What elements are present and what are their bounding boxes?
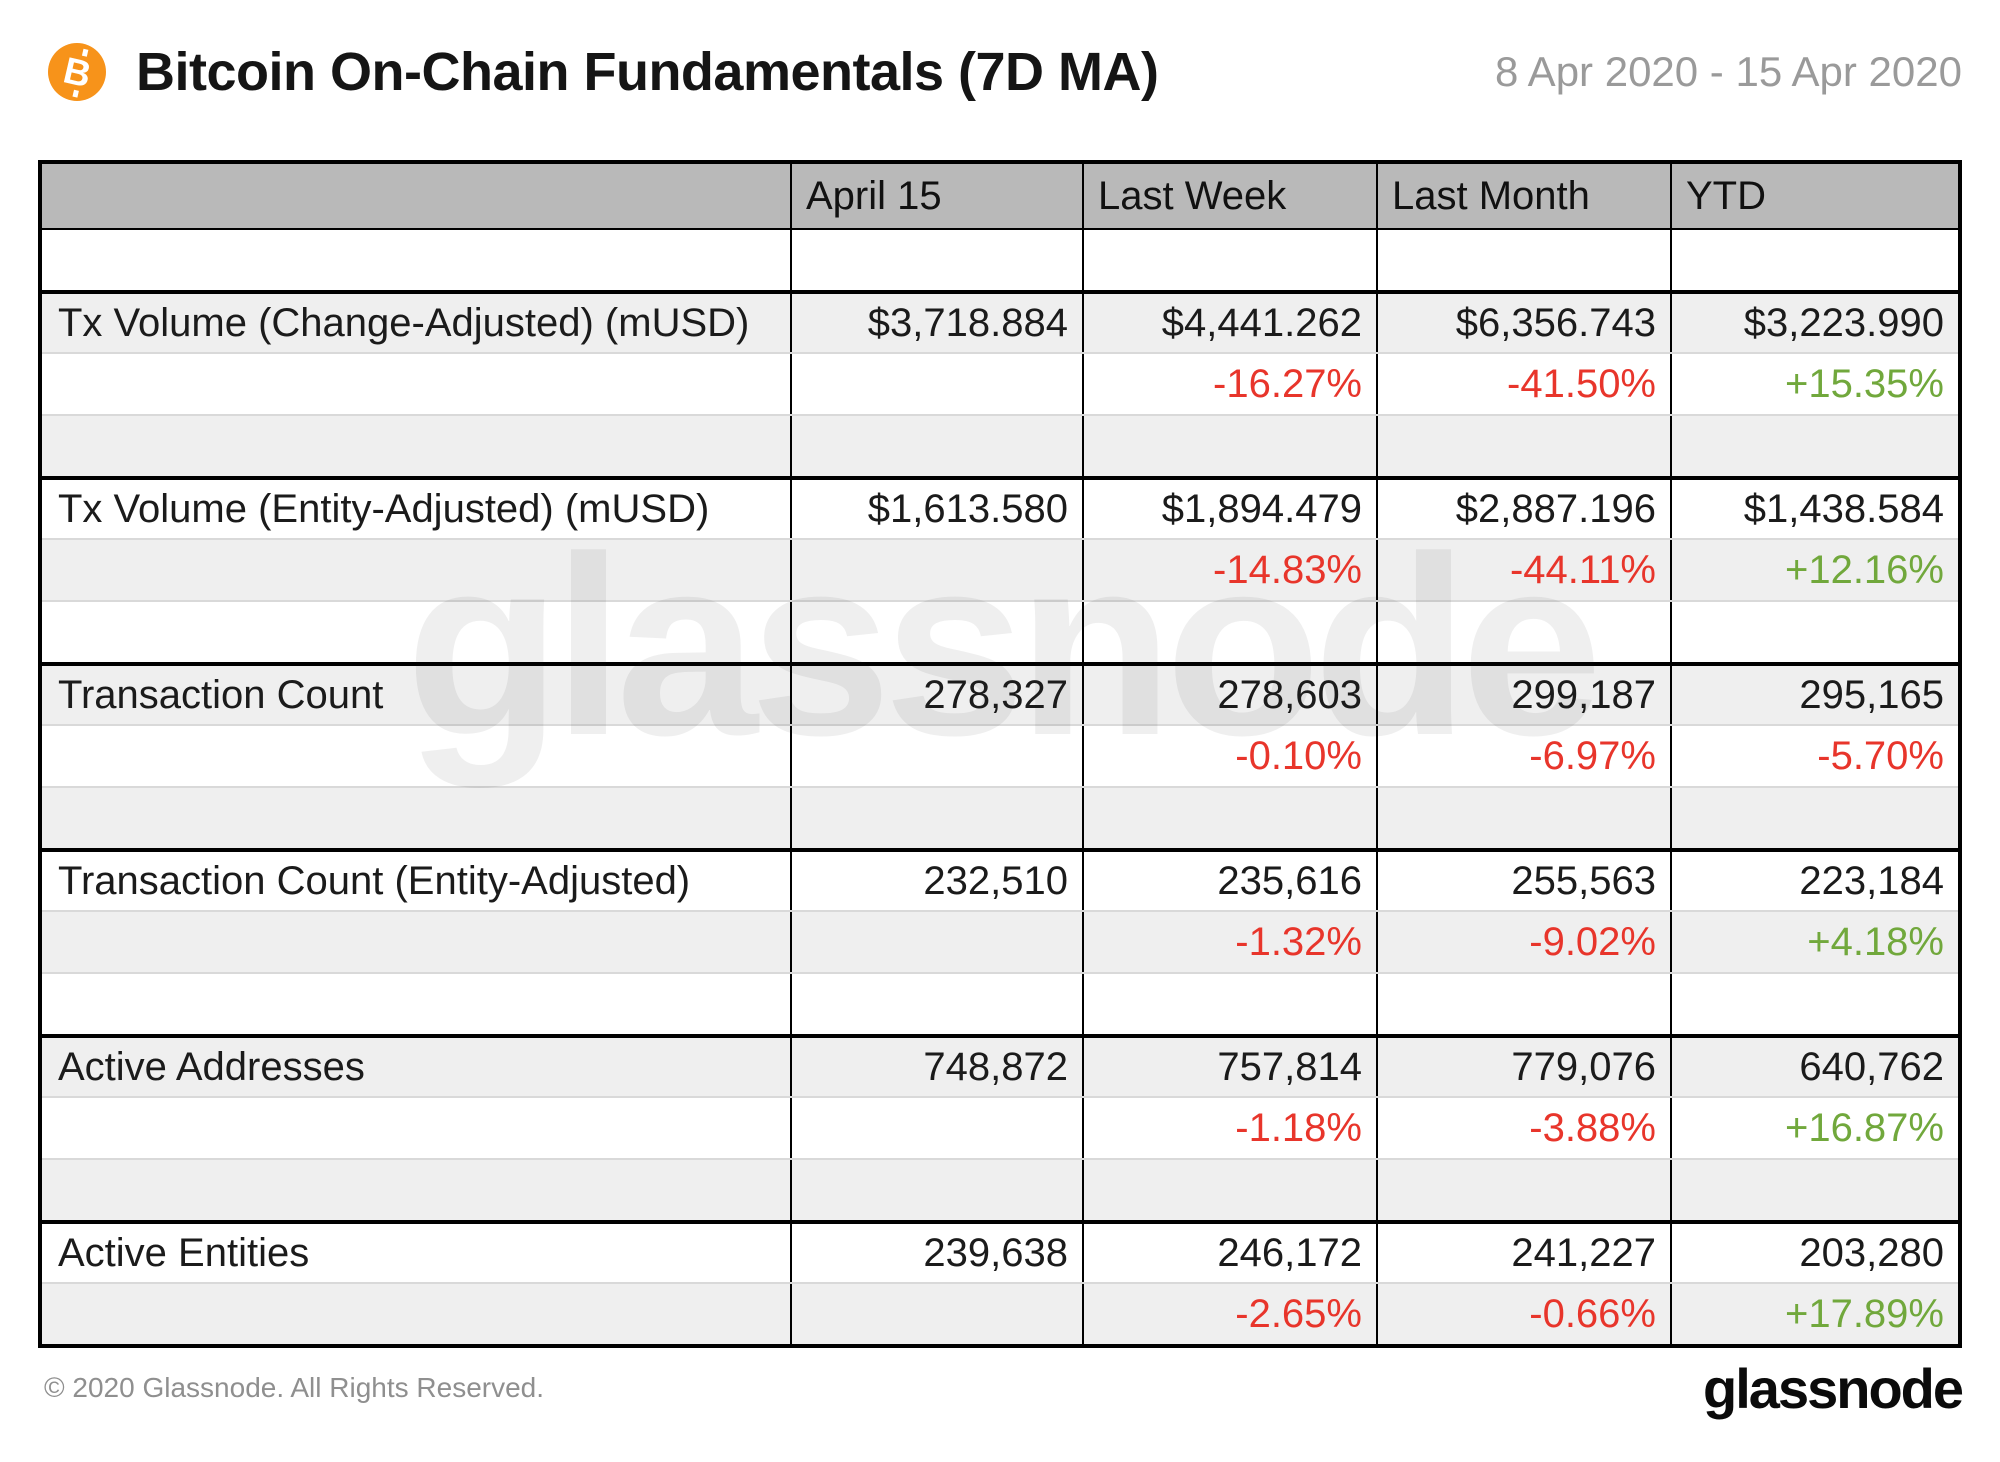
change-row: -14.83% -44.11% +12.16% xyxy=(42,538,1958,600)
change-row: -0.10% -6.97% -5.70% xyxy=(42,724,1958,786)
metric-label: Tx Volume (Change-Adjusted) (mUSD) xyxy=(58,300,750,345)
spacer-row xyxy=(42,414,1958,476)
value-last-week: $4,441.262 xyxy=(1082,294,1376,352)
col-header-ytd: YTD xyxy=(1670,164,1958,228)
metric-label: Transaction Count xyxy=(58,672,384,717)
value-april-15: 239,638 xyxy=(790,1224,1082,1282)
change-last-week: -14.83% xyxy=(1082,540,1376,600)
change-ytd: +16.87% xyxy=(1670,1098,1958,1158)
col-header-last-week: Last Week xyxy=(1082,164,1376,228)
table-row: Tx Volume (Entity-Adjusted) (mUSD) $1,61… xyxy=(42,476,1958,538)
spacer-row xyxy=(42,972,1958,1034)
change-last-month: -41.50% xyxy=(1376,354,1670,414)
spacer-row xyxy=(42,600,1958,662)
change-row: -2.65% -0.66% +17.89% xyxy=(42,1282,1958,1344)
change-last-month: -3.88% xyxy=(1376,1098,1670,1158)
table-header-row: April 15 Last Week Last Month YTD xyxy=(42,164,1958,228)
value-last-week: 246,172 xyxy=(1082,1224,1376,1282)
change-row: -1.32% -9.02% +4.18% xyxy=(42,910,1958,972)
value-ytd: $3,223.990 xyxy=(1670,294,1958,352)
spacer-row xyxy=(42,786,1958,848)
table-row: Active Entities 239,638 246,172 241,227 … xyxy=(42,1220,1958,1282)
value-april-15: 748,872 xyxy=(790,1038,1082,1096)
value-last-month: $6,356.743 xyxy=(1376,294,1670,352)
value-last-month: $2,887.196 xyxy=(1376,480,1670,538)
change-ytd: +4.18% xyxy=(1670,912,1958,972)
value-last-week: 235,616 xyxy=(1082,852,1376,910)
bitcoin-icon: B xyxy=(48,43,106,101)
value-last-week: $1,894.479 xyxy=(1082,480,1376,538)
glassnode-logo: glassnode xyxy=(1703,1356,1964,1420)
change-last-month: -9.02% xyxy=(1376,912,1670,972)
change-ytd: +17.89% xyxy=(1670,1284,1958,1344)
table-row: Active Addresses 748,872 757,814 779,076… xyxy=(42,1034,1958,1096)
value-april-15: $1,613.580 xyxy=(790,480,1082,538)
date-range: 8 Apr 2020 - 15 Apr 2020 xyxy=(1494,48,1962,95)
page-title: Bitcoin On-Chain Fundamentals (7D MA) xyxy=(136,42,1159,102)
change-last-week: -16.27% xyxy=(1082,354,1376,414)
value-last-month: 241,227 xyxy=(1376,1224,1670,1282)
col-header-last-month: Last Month xyxy=(1376,164,1670,228)
metric-label: Transaction Count (Entity-Adjusted) xyxy=(58,858,691,903)
change-last-month: -6.97% xyxy=(1376,726,1670,786)
metric-label: Active Addresses xyxy=(58,1044,365,1089)
value-last-month: 299,187 xyxy=(1376,666,1670,724)
change-ytd: -5.70% xyxy=(1670,726,1958,786)
change-last-week: -0.10% xyxy=(1082,726,1376,786)
table-row: Tx Volume (Change-Adjusted) (mUSD) $3,71… xyxy=(42,290,1958,352)
value-ytd: 640,762 xyxy=(1670,1038,1958,1096)
change-last-week: -1.18% xyxy=(1082,1098,1376,1158)
col-header-april-15: April 15 xyxy=(790,164,1082,228)
change-ytd: +15.35% xyxy=(1670,354,1958,414)
value-ytd: 203,280 xyxy=(1670,1224,1958,1282)
value-ytd: 223,184 xyxy=(1670,852,1958,910)
metric-label: Tx Volume (Entity-Adjusted) (mUSD) xyxy=(58,486,710,531)
change-last-month: -44.11% xyxy=(1376,540,1670,600)
value-last-month: 779,076 xyxy=(1376,1038,1670,1096)
spacer-row xyxy=(42,228,1958,290)
spacer-row xyxy=(42,1158,1958,1220)
value-last-week: 278,603 xyxy=(1082,666,1376,724)
value-april-15: 232,510 xyxy=(790,852,1082,910)
table-row: Transaction Count 278,327 278,603 299,18… xyxy=(42,662,1958,724)
value-april-15: 278,327 xyxy=(790,666,1082,724)
value-last-week: 757,814 xyxy=(1082,1038,1376,1096)
value-last-month: 255,563 xyxy=(1376,852,1670,910)
change-row: -1.18% -3.88% +16.87% xyxy=(42,1096,1958,1158)
change-last-week: -2.65% xyxy=(1082,1284,1376,1344)
copyright-text: © 2020 Glassnode. All Rights Reserved. xyxy=(44,1372,545,1403)
change-last-month: -0.66% xyxy=(1376,1284,1670,1344)
change-row: -16.27% -41.50% +15.35% xyxy=(42,352,1958,414)
report-footer: © 2020 Glassnode. All Rights Reserved. g… xyxy=(44,1350,1964,1426)
change-last-week: -1.32% xyxy=(1082,912,1376,972)
col-header-metric xyxy=(42,164,790,228)
change-ytd: +12.16% xyxy=(1670,540,1958,600)
metric-label: Active Entities xyxy=(58,1230,310,1275)
report-header: B Bitcoin On-Chain Fundamentals (7D MA) … xyxy=(38,36,1962,108)
value-april-15: $3,718.884 xyxy=(790,294,1082,352)
value-ytd: 295,165 xyxy=(1670,666,1958,724)
bitcoin-icon-glyph: B xyxy=(59,49,95,95)
value-ytd: $1,438.584 xyxy=(1670,480,1958,538)
table-row: Transaction Count (Entity-Adjusted) 232,… xyxy=(42,848,1958,910)
fundamentals-table: April 15 Last Week Last Month YTD Tx Vol… xyxy=(38,160,1962,1348)
